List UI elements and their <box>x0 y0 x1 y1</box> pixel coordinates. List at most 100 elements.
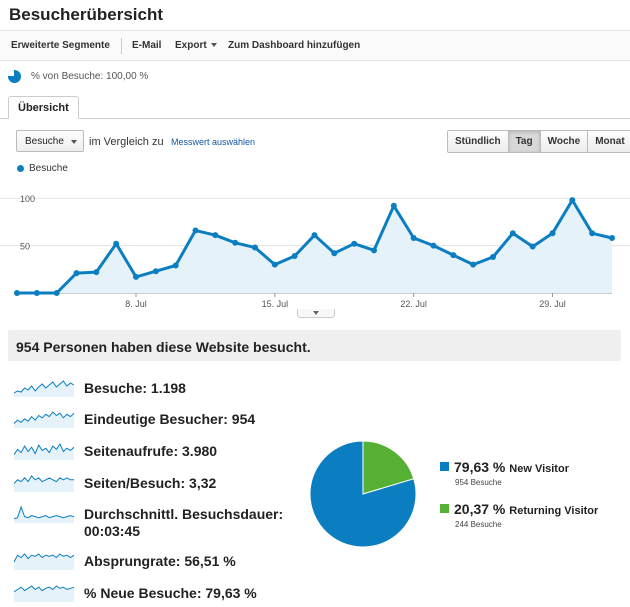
data-point[interactable] <box>609 235 615 242</box>
period-button-0[interactable]: Stündlich <box>448 131 509 152</box>
period-button-1[interactable]: Tag <box>508 131 541 152</box>
chevron-down-icon <box>210 43 217 47</box>
segment-indicator: % von Besuche: 100,00 % <box>8 69 148 83</box>
data-point[interactable] <box>192 227 199 234</box>
y-tick-label: 50 <box>20 242 30 252</box>
export-label: Export <box>175 40 207 51</box>
sparkline-line <box>14 442 75 455</box>
sparkline-line <box>14 475 74 484</box>
data-point[interactable] <box>291 253 298 260</box>
sparkline <box>14 411 75 428</box>
period-button-group: Stündlich Tag Woche Monat <box>447 130 630 153</box>
visitor-type-percent: 79,63 % <box>454 459 506 475</box>
tab-bar-line <box>0 118 630 119</box>
data-point[interactable] <box>430 242 437 249</box>
visitor-type-count: 244 Besuche <box>455 520 502 529</box>
tab-overview[interactable]: Übersicht <box>8 96 79 119</box>
summary-headline: 954 Personen haben diese Website besucht… <box>8 330 621 361</box>
sparkline-line <box>14 505 75 520</box>
sparkline <box>14 442 75 460</box>
advanced-segments-button[interactable]: Erweiterte Segmente <box>11 40 110 51</box>
sparkline <box>14 553 75 570</box>
data-point[interactable] <box>490 253 496 260</box>
data-point[interactable] <box>212 232 219 239</box>
data-point[interactable] <box>232 239 239 246</box>
series-dot-icon <box>17 165 24 172</box>
data-point[interactable] <box>152 268 159 275</box>
data-point[interactable] <box>113 240 120 247</box>
segment-text: % von Besuche: 100,00 % <box>31 70 149 82</box>
data-point[interactable] <box>569 197 576 204</box>
sparkline <box>14 585 75 602</box>
sparkline-area <box>14 586 74 602</box>
visitor-type-label: 20,37 % Returning Visitor <box>454 501 598 517</box>
sparkline-line <box>14 380 75 394</box>
metric-select[interactable]: Besuche <box>16 130 84 152</box>
metric-label[interactable]: Eindeutige Besucher: 954 <box>84 411 256 427</box>
data-point[interactable] <box>33 290 40 296</box>
metric-label[interactable]: % Neue Besuche: 79,63 % <box>84 585 257 601</box>
x-tick-label: 15. Jul <box>262 299 289 309</box>
metric-label[interactable]: Seiten/Besuch: 3,32 <box>84 475 217 491</box>
data-point[interactable] <box>470 261 477 268</box>
pie-slice[interactable] <box>362 440 415 495</box>
compare-text: im Vergleich zu <box>89 136 164 148</box>
data-point[interactable] <box>252 244 258 251</box>
sparkline-area <box>14 476 74 492</box>
data-point[interactable] <box>371 247 377 254</box>
sparkline-line <box>14 553 75 563</box>
data-point[interactable] <box>450 252 457 259</box>
period-button-2[interactable]: Woche <box>540 131 589 152</box>
metric-label[interactable]: Seitenaufrufe: 3.980 <box>84 443 218 459</box>
metric-label[interactable]: Durchschnittl. Besuchsdauer: <box>84 506 284 522</box>
visitor-type-label: 79,63 % New Visitor <box>454 459 569 475</box>
visitor-type-pie-chart <box>309 440 417 548</box>
data-point[interactable] <box>529 243 536 250</box>
data-point[interactable] <box>93 269 100 276</box>
visitor-type-count: 954 Besuche <box>455 478 502 487</box>
data-point[interactable] <box>549 230 556 237</box>
metric-label[interactable]: Absprungrate: 56,51 % <box>84 553 236 569</box>
x-tick-label: 29. Jul <box>539 299 566 309</box>
email-button[interactable]: E-Mail <box>132 40 162 51</box>
metric-label[interactable]: Besuche: 1.198 <box>84 380 186 396</box>
data-point[interactable] <box>311 232 318 239</box>
y-tick-label: 100 <box>20 194 35 204</box>
data-point[interactable] <box>14 290 20 296</box>
sparkline-area <box>14 412 74 428</box>
data-point[interactable] <box>73 270 80 277</box>
legend-swatch-icon <box>440 504 449 513</box>
segment-pie-icon <box>8 69 21 83</box>
data-point[interactable] <box>271 261 278 268</box>
x-tick-label: 8. Jul <box>125 299 147 309</box>
chart-legend: Besuche <box>17 163 68 174</box>
visitor-type-name: New Visitor <box>509 463 569 475</box>
toolbar: Erweiterte Segmente E-Mail Export Zum Da… <box>0 30 630 61</box>
data-point[interactable] <box>410 235 417 242</box>
data-point[interactable] <box>331 250 338 257</box>
sparkline <box>14 505 75 523</box>
data-point[interactable] <box>390 202 397 209</box>
chevron-down-icon <box>71 140 77 144</box>
data-point[interactable] <box>53 290 60 296</box>
sparkline-line <box>14 411 75 424</box>
sparkline-line <box>14 585 75 593</box>
data-point[interactable] <box>172 262 179 269</box>
legend-label: Besuche <box>29 163 68 174</box>
data-point[interactable] <box>509 230 516 237</box>
add-to-dashboard-button[interactable]: Zum Dashboard hinzufügen <box>228 40 361 51</box>
data-point[interactable] <box>589 230 596 237</box>
data-point[interactable] <box>351 240 358 247</box>
pie-slice[interactable] <box>309 440 417 548</box>
series-area <box>17 200 612 293</box>
data-point[interactable] <box>133 273 139 280</box>
chevron-down-icon <box>313 311 319 315</box>
period-button-3[interactable]: Monat <box>588 131 630 152</box>
visitor-type-name: Returning Visitor <box>509 505 599 517</box>
select-metric-link[interactable]: Messwert auswählen <box>171 137 256 147</box>
export-button[interactable]: Export <box>175 40 217 51</box>
visitor-type-percent: 20,37 % <box>454 501 506 517</box>
metric-value: 00:03:45 <box>84 523 141 539</box>
page-title: Besucherübersicht <box>9 5 163 24</box>
chart-expand-handle[interactable] <box>297 309 335 318</box>
